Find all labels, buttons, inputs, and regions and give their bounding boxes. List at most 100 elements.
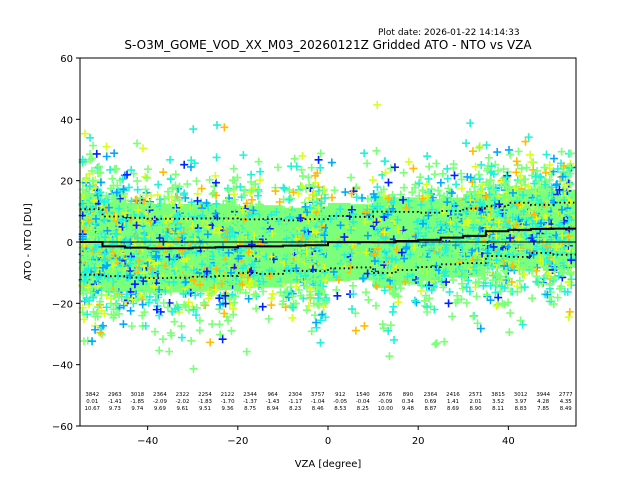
x-tick-label: 0 xyxy=(325,436,331,447)
scatter-point xyxy=(399,168,408,177)
scatter-point xyxy=(216,330,225,339)
scatter-point xyxy=(247,170,256,179)
scatter-point xyxy=(111,257,120,266)
scatter-point xyxy=(121,208,130,217)
scatter-point xyxy=(102,142,111,151)
scatter-point xyxy=(225,294,234,303)
bin-count: 2571 xyxy=(469,392,483,398)
scatter-point xyxy=(253,251,262,260)
scatter-point xyxy=(181,263,190,272)
scatter-point xyxy=(166,329,175,338)
scatter-point xyxy=(263,205,271,214)
bin-mean: -1.43 xyxy=(266,399,280,405)
scatter-point xyxy=(251,180,260,189)
scatter-point xyxy=(88,337,97,346)
x-tick-label: 40 xyxy=(502,436,515,447)
scatter-point xyxy=(431,340,440,349)
plot-date: Plot date: 2026-01-22 14:14:33 xyxy=(378,28,520,38)
scatter-point xyxy=(244,294,253,303)
scatter-point xyxy=(88,176,97,185)
scatter-point xyxy=(101,233,110,242)
scatter-point xyxy=(526,150,535,159)
scatter-point xyxy=(133,244,142,253)
scatter-point xyxy=(380,157,389,166)
y-tick-label: −40 xyxy=(52,361,73,372)
scatter-point xyxy=(170,222,179,231)
scatter-point xyxy=(430,170,439,179)
scatter-point xyxy=(79,337,88,346)
scatter-point xyxy=(86,231,95,240)
scatter-point xyxy=(207,288,216,297)
scatter-point xyxy=(223,232,232,241)
scatter-point xyxy=(254,187,263,196)
scatter-point xyxy=(190,276,199,285)
bin-mean: -2.09 xyxy=(153,399,168,405)
scatter-point xyxy=(228,198,237,207)
x-tick-label: 20 xyxy=(412,436,425,447)
scatter-point xyxy=(416,173,425,182)
scatter-point xyxy=(86,155,95,164)
scatter-point xyxy=(195,326,204,335)
scatter-point xyxy=(390,163,399,172)
scatter-point xyxy=(98,263,107,272)
y-tick-label: −20 xyxy=(52,299,73,310)
bin-mean: -1.37 xyxy=(243,399,257,405)
scatter-point xyxy=(135,225,144,234)
scatter-point xyxy=(155,195,164,204)
bin-std: 8.87 xyxy=(424,406,436,412)
scatter-point xyxy=(228,176,237,185)
scatter-point xyxy=(155,285,164,294)
y-tick-label: 0 xyxy=(67,238,73,249)
scatter-point xyxy=(229,310,238,319)
scatter-point xyxy=(259,277,268,286)
scatter-point xyxy=(143,204,152,213)
scatter-point xyxy=(126,306,135,315)
scatter-point xyxy=(141,321,150,330)
scatter-point xyxy=(360,149,369,158)
scatter-point xyxy=(220,123,229,132)
scatter-point xyxy=(159,335,168,344)
scatter-point xyxy=(149,232,158,241)
scatter-point xyxy=(302,306,311,315)
scatter-point xyxy=(234,254,243,263)
scatter-point xyxy=(229,190,238,199)
scatter-point xyxy=(230,298,239,307)
scatter-point xyxy=(259,287,268,296)
scatter-point xyxy=(82,175,91,184)
scatter-point xyxy=(242,347,251,356)
bin-count: 3944 xyxy=(536,392,550,398)
scatter-point xyxy=(152,253,161,262)
scatter-point xyxy=(512,157,521,166)
scatter-point xyxy=(156,281,165,290)
scatter-point xyxy=(99,276,108,285)
scatter-point xyxy=(194,273,203,282)
scatter-point xyxy=(432,339,441,348)
scatter-point xyxy=(117,216,126,225)
scatter-point xyxy=(183,180,192,189)
scatter-point xyxy=(85,133,94,142)
y-axis: −60 −40 −20 0 20 40 60 xyxy=(52,54,80,433)
scatter-point xyxy=(215,320,224,329)
scatter-point xyxy=(385,352,394,361)
scatter-point xyxy=(145,256,154,265)
scatter-point xyxy=(180,160,189,169)
scatter-point xyxy=(160,194,169,203)
bin-mean: -1.17 xyxy=(288,399,302,405)
bin-std: 10.67 xyxy=(85,406,100,412)
scatter-point xyxy=(162,232,171,241)
scatter-point xyxy=(88,154,97,163)
scatter-point xyxy=(223,200,232,209)
scatter-point xyxy=(184,267,193,276)
scatter-point xyxy=(206,338,215,347)
scatter-point xyxy=(211,178,220,187)
scatter-point xyxy=(193,285,202,294)
scatter-point xyxy=(154,180,163,189)
scatter-point xyxy=(187,198,196,207)
scatter-point xyxy=(230,209,239,218)
scatter-point xyxy=(253,191,262,200)
scatter-point xyxy=(97,330,106,339)
scatter-point xyxy=(122,290,131,299)
scatter-point xyxy=(133,177,142,186)
bin-std: 9.73 xyxy=(109,406,121,412)
scatter-point xyxy=(240,185,249,194)
